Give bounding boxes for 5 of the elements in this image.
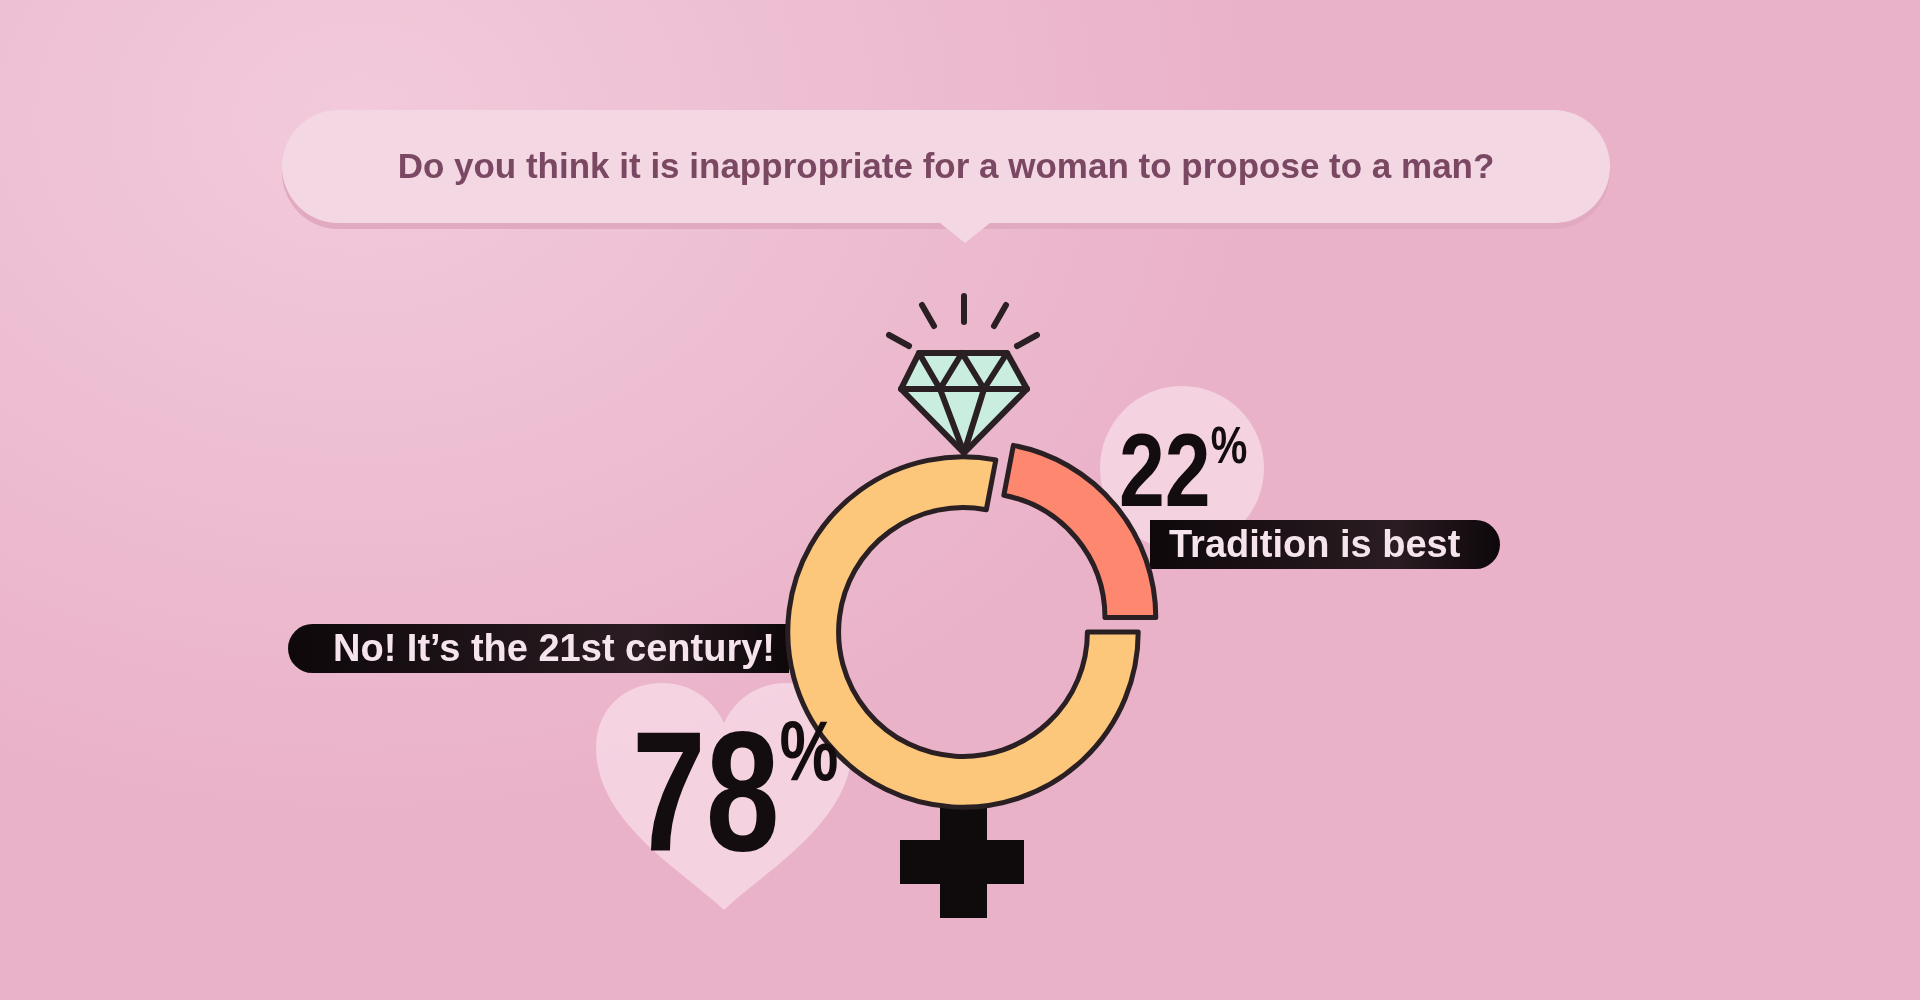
label-pill: Tradition is best [1150,520,1500,569]
slice-label: No! It’s the 21st century! [333,627,776,669]
data-label: 78% [632,696,839,886]
chart-title: Do you think it is inappropriate for a woman to propose to a man? [397,146,1495,186]
label-pill: No! It’s the 21st century! [288,624,789,673]
